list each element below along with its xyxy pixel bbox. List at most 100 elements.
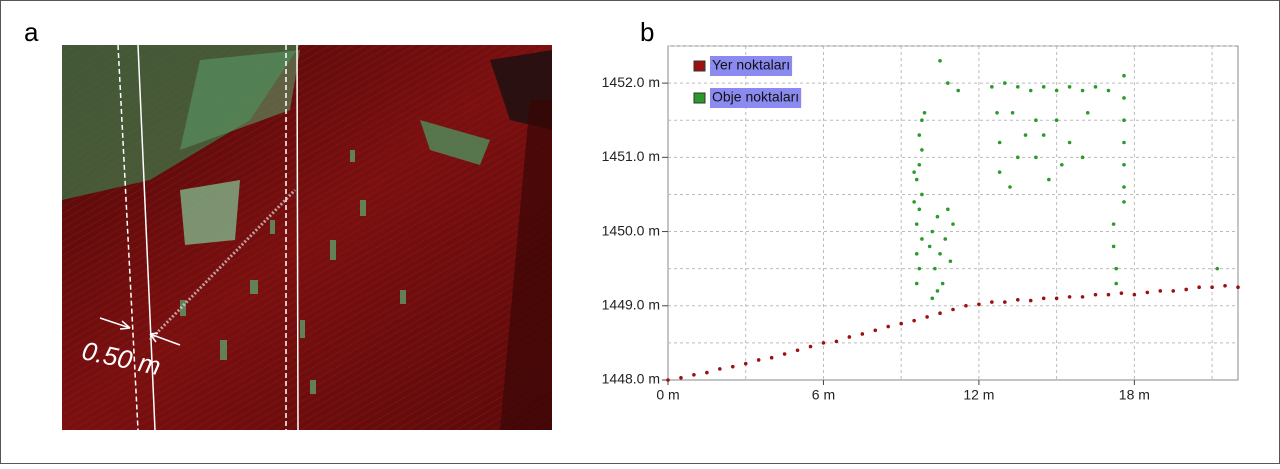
point — [1114, 266, 1119, 271]
point — [1145, 290, 1150, 295]
legend-label-bg — [710, 88, 802, 108]
point — [873, 328, 878, 333]
point — [951, 222, 955, 226]
point — [1010, 111, 1015, 115]
y-tick-label: 1452.0 m — [602, 74, 660, 90]
point — [1158, 289, 1163, 293]
point — [997, 170, 1002, 174]
point — [990, 85, 994, 89]
point — [1054, 296, 1059, 301]
point — [1114, 281, 1119, 286]
point-cloud-image — [62, 44, 552, 431]
point — [692, 373, 696, 377]
point — [821, 341, 826, 345]
point — [943, 237, 948, 241]
point — [997, 140, 1002, 145]
point — [920, 148, 924, 152]
point — [1023, 133, 1028, 137]
point — [1106, 88, 1111, 93]
point — [1067, 85, 1072, 89]
point — [930, 296, 935, 301]
point — [930, 229, 935, 234]
point — [886, 324, 891, 329]
point — [1054, 118, 1059, 123]
point — [1236, 285, 1240, 290]
point — [940, 281, 945, 286]
point — [860, 332, 865, 336]
point — [1215, 266, 1220, 271]
point — [920, 192, 924, 197]
point — [1067, 295, 1072, 299]
point — [933, 266, 937, 271]
point — [705, 370, 709, 375]
point — [1008, 185, 1012, 189]
panel-label: b — [640, 17, 654, 47]
y-tick-label: 1450.0 m — [602, 222, 660, 238]
legend-swatch — [693, 60, 706, 72]
point — [938, 59, 942, 63]
point — [1122, 96, 1126, 100]
y-tick-label: 1449.0 m — [602, 296, 660, 312]
point — [914, 281, 919, 286]
point — [899, 321, 903, 326]
point — [914, 252, 919, 256]
point — [922, 111, 927, 115]
point — [917, 207, 922, 212]
point — [938, 252, 942, 256]
point — [1171, 289, 1176, 293]
point — [925, 315, 929, 319]
point — [914, 222, 919, 226]
point — [917, 162, 922, 167]
point — [935, 214, 940, 219]
point — [1080, 88, 1085, 93]
point — [1111, 244, 1116, 249]
point — [1106, 292, 1111, 297]
point — [1080, 295, 1085, 299]
point — [946, 207, 950, 212]
point — [1060, 162, 1064, 167]
point — [920, 237, 924, 241]
point — [1132, 292, 1137, 297]
point — [964, 303, 968, 308]
x-tick-label: 0 m — [656, 387, 679, 403]
point — [808, 344, 813, 349]
point — [1223, 283, 1227, 288]
point — [1041, 133, 1046, 137]
y-tick-label: 1448.0 m — [602, 371, 660, 387]
point — [1122, 73, 1126, 78]
point — [782, 352, 787, 356]
x-tick-label: 18 m — [1119, 387, 1150, 403]
point — [756, 358, 761, 362]
point — [1054, 88, 1059, 93]
point — [917, 133, 922, 137]
point — [912, 200, 916, 204]
point — [977, 302, 981, 307]
point — [1034, 118, 1038, 123]
point — [847, 335, 852, 339]
legend-swatch — [693, 92, 706, 104]
legend-label: Obje noktaları — [712, 89, 799, 105]
point — [1015, 298, 1020, 302]
point — [1093, 292, 1098, 297]
point — [938, 311, 942, 316]
point — [935, 289, 940, 293]
point — [927, 244, 932, 249]
point — [912, 170, 916, 174]
point — [995, 111, 999, 115]
point — [1015, 155, 1020, 160]
point — [1041, 85, 1046, 89]
point — [914, 177, 919, 182]
point — [990, 300, 994, 304]
point — [1122, 185, 1126, 189]
point — [769, 355, 774, 360]
point — [1047, 177, 1051, 182]
point — [679, 375, 683, 380]
point — [1003, 300, 1007, 304]
point — [1085, 111, 1090, 115]
x-tick-label: 12 m — [963, 387, 994, 403]
y-tick-label: 1451.0 m — [602, 148, 660, 164]
x-tick-label: 6 m — [812, 387, 835, 403]
point — [1197, 285, 1201, 290]
point — [1015, 85, 1020, 89]
